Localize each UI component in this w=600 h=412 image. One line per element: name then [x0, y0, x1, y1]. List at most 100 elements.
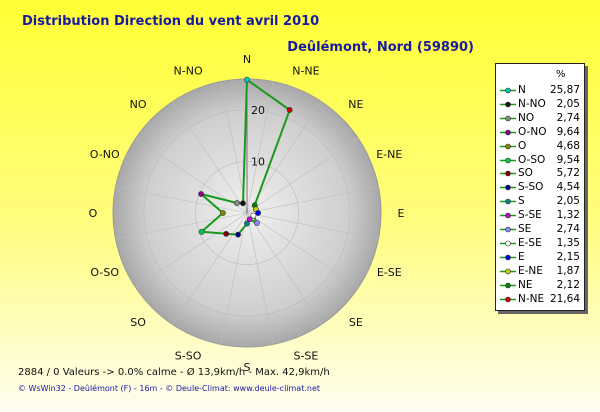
legend-label: N-NE	[518, 292, 545, 305]
legend-item-o: O 4,68	[496, 140, 584, 153]
legend-item-s-so: S-SO 4,54	[496, 181, 584, 194]
legend-value: 4,68	[556, 139, 580, 152]
direction-label-so: SO	[130, 316, 146, 329]
legend-item-e: E 2,15	[496, 251, 584, 264]
legend: % N 25,87 N-NO 2,05 NO 2,74 O-NO 9,64 O 4,68 O-SO 9…	[495, 63, 585, 311]
direction-label-o: O	[89, 207, 98, 220]
sector-divider	[246, 212, 359, 288]
direction-label-e-ne: E-NE	[376, 148, 402, 161]
legend-value: 2,74	[556, 223, 580, 235]
legend-label: SE	[518, 223, 532, 235]
legend-value: 25,87	[549, 84, 580, 96]
legend-label: N-NO	[518, 97, 546, 110]
data-point-s	[244, 220, 250, 227]
legend-item-n: N 25,87	[496, 84, 584, 97]
data-point-no	[234, 200, 240, 206]
legend-label: E-NE	[518, 264, 543, 277]
legend-label: S-SO	[518, 181, 544, 194]
legend-item-e-ne: E-NE 1,87	[496, 265, 584, 278]
legend-item-o-no: O-NO 9,64	[496, 126, 584, 139]
legend-item-e-se: E-SE 1,35	[496, 237, 584, 250]
legend-label: S	[518, 195, 525, 208]
legend-item-n-no: N-NO 2,05	[496, 98, 584, 111]
legend-value: 2,05	[556, 195, 580, 208]
legend-swatch	[500, 115, 516, 122]
legend-swatch	[500, 129, 516, 135]
data-point-n-ne	[286, 107, 293, 113]
legend-swatch	[500, 143, 516, 149]
sector-divider	[172, 101, 248, 214]
legend-swatch	[500, 254, 516, 261]
sector-divider	[220, 212, 248, 345]
stats-footer: 2884 / 0 Valeurs -> 0.0% calme - Ø 13,9k…	[18, 367, 330, 378]
legend-swatch	[500, 157, 516, 163]
legend-label: E-SE	[518, 236, 542, 249]
legend-swatch	[500, 282, 516, 288]
legend-swatch	[500, 184, 516, 191]
ring-label-20: 20	[251, 104, 265, 117]
data-point-s-se	[246, 216, 253, 223]
legend-swatch	[500, 296, 516, 302]
legend-value: 9,54	[556, 153, 580, 166]
direction-label-se: SE	[349, 316, 363, 329]
legend-value: 4,54	[556, 181, 580, 194]
legend-item-no: NO 2,74	[496, 112, 584, 125]
legend-label: E	[518, 250, 525, 263]
data-point-s-so	[235, 231, 241, 238]
legend-label: O-NO	[518, 125, 547, 138]
sector-divider	[115, 186, 248, 214]
legend-value: 9,64	[556, 125, 580, 138]
legend-label: O	[518, 139, 527, 152]
sector-divider	[115, 212, 248, 240]
direction-label-s: S	[244, 361, 251, 374]
legend-item-o-so: O-SO 9,54	[496, 154, 584, 167]
direction-label-s-so: S-SO	[175, 349, 202, 362]
data-point-o-no	[198, 191, 204, 197]
legend-swatch	[500, 171, 516, 177]
direction-label-s-se: S-SE	[293, 349, 318, 362]
legend-item-so: SO 5,72	[496, 167, 584, 180]
direction-label-n: N	[243, 53, 251, 66]
legend-value: 1,35	[556, 236, 580, 249]
legend-label: O-SO	[518, 153, 546, 166]
legend-swatch	[500, 101, 516, 108]
direction-label-e: E	[398, 207, 405, 220]
sector-divider	[246, 186, 379, 214]
legend-value: 1,32	[556, 209, 580, 222]
data-point-o-so	[198, 228, 205, 235]
legend-label: S-SE	[518, 209, 542, 222]
direction-label-n-no: N-NO	[174, 65, 203, 78]
legend-swatch	[500, 212, 516, 219]
direction-label-no: NO	[130, 98, 147, 111]
data-point-e	[255, 210, 261, 216]
legend-unit: %	[556, 69, 566, 80]
data-point-e-se	[250, 212, 257, 219]
legend-value: 21,64	[549, 292, 580, 305]
sector-divider	[172, 212, 248, 325]
chart-title: Distribution Direction du vent avril 201…	[22, 14, 320, 29]
legend-value: 5,72	[556, 167, 580, 180]
data-point-so	[223, 230, 230, 237]
sector-divider	[246, 212, 274, 345]
legend-value: 2,15	[556, 250, 580, 263]
legend-swatch	[500, 268, 516, 274]
legend-swatch	[500, 198, 516, 205]
credits-footer: © WsWin32 - Deûlémont (F) - 16m - © Deul…	[18, 384, 321, 393]
legend-label: NO	[518, 111, 535, 124]
legend-value: 2,12	[556, 278, 580, 291]
direction-label-ne: NE	[348, 98, 363, 111]
direction-label-o-no: O-NO	[90, 148, 120, 161]
legend-label: SO	[518, 167, 533, 180]
legend-swatch	[500, 87, 516, 94]
sector-divider	[246, 212, 322, 325]
data-point-n-no	[240, 200, 246, 207]
sector-divider	[135, 212, 248, 288]
direction-label-n-ne: N-NE	[292, 65, 319, 78]
data-point-o	[219, 210, 226, 216]
legend-item-s: S 2,05	[496, 195, 584, 208]
legend-item-se: SE 2,74	[496, 223, 584, 236]
legend-value: 1,87	[556, 264, 580, 277]
sector-divider	[246, 138, 359, 214]
